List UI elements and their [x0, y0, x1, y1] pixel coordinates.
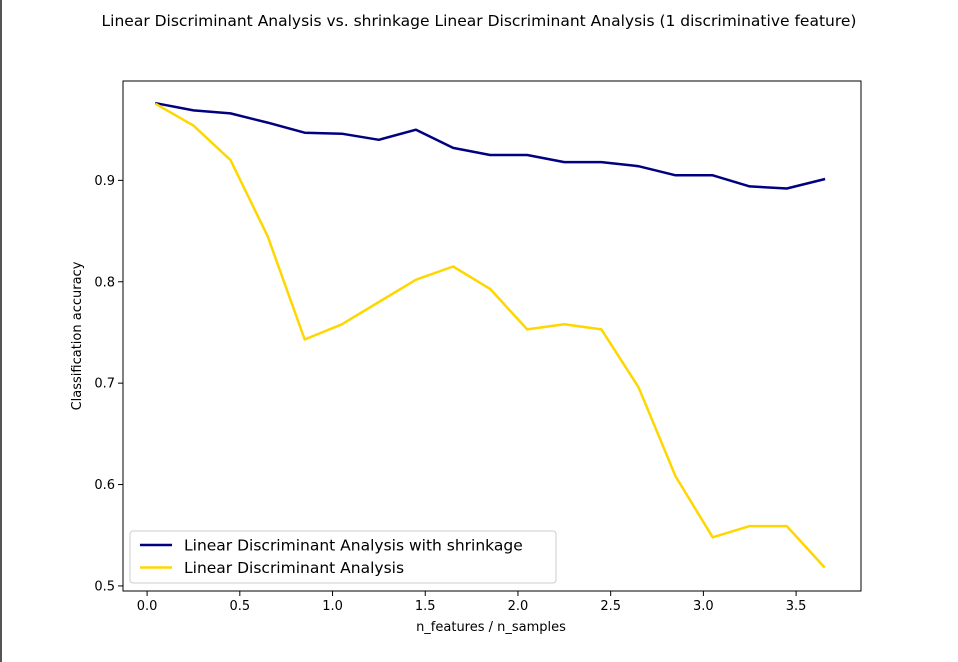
- y-tick-label: 0.6: [94, 478, 115, 493]
- series-line-1: [154, 101, 826, 190]
- y-tick-label: 0.5: [94, 579, 115, 594]
- y-axis-label: Classification accuracy: [70, 261, 85, 410]
- series-line-2: [154, 102, 826, 569]
- y-tick-label: 0.8: [94, 275, 115, 290]
- axes-frame: [122, 80, 862, 592]
- plot-area: 0.0 0.5 1.0 1.5 2.0 2.5 3.0 3.5 0.5 0.6 0.7 0.8 0.9 L…: [94, 80, 862, 614]
- legend-box: [129, 530, 557, 584]
- x-axis-label: n_features / n_samples: [416, 620, 566, 635]
- x-tick-label: 1.5: [415, 599, 436, 614]
- x-tick-label: 0.0: [137, 599, 158, 614]
- y-tick-label: 0.7: [94, 377, 115, 392]
- legend-label: Linear Discriminant Analysis: [184, 559, 404, 577]
- y-tick-label: 0.9: [94, 174, 115, 189]
- x-tick-label: 1.0: [322, 599, 343, 614]
- chart-title: Linear Discriminant Analysis vs. shrinka…: [102, 12, 857, 30]
- x-tick-label: 2.0: [508, 599, 529, 614]
- window-edge: [0, 0, 2, 662]
- x-tick-label: 3.0: [693, 599, 714, 614]
- x-tick-label: 3.5: [786, 599, 807, 614]
- x-tick-label: 2.5: [600, 599, 621, 614]
- legend-label: Linear Discriminant Analysis with shrink…: [184, 537, 523, 555]
- x-tick-label: 0.5: [229, 599, 250, 614]
